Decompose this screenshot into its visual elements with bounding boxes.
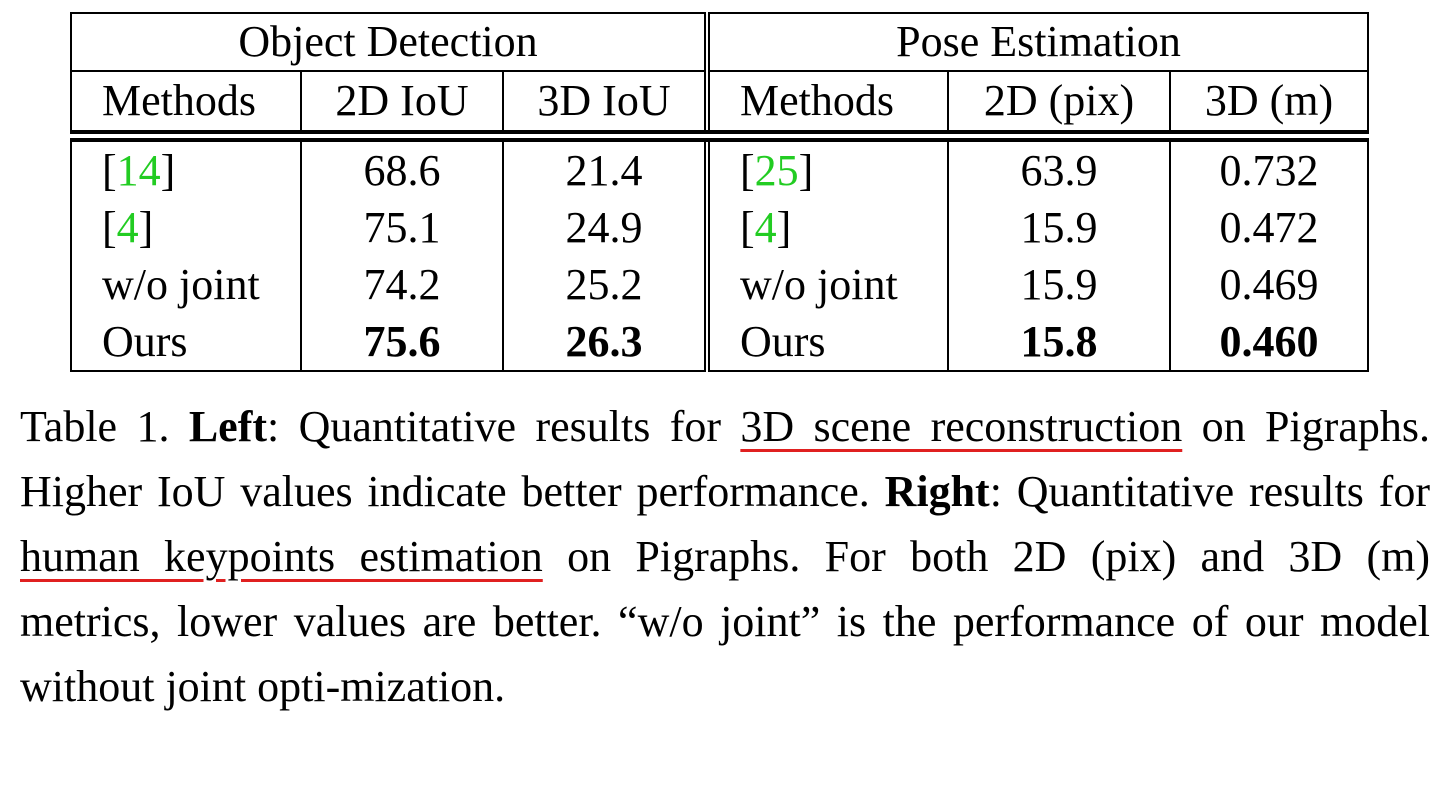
col-header-pe-2d-pix: 2D (pix) [948, 71, 1171, 142]
caption-text: : Quantitative results for [267, 402, 741, 451]
group-header-pose-estimation: Pose Estimation [707, 12, 1370, 72]
cell-od-2d-iou: 68.6 [301, 136, 504, 199]
table-row: w/o joint 74.2 25.2 w/o joint 15.9 0.469 [70, 256, 1370, 313]
results-table: Object Detection Pose Estimation Methods… [70, 12, 1370, 372]
cell-pe-3d-m: 0.469 [1170, 256, 1370, 313]
highlight-underline-scene-reconstruction: 3D scene reconstruction [740, 402, 1183, 451]
results-table-container: Object Detection Pose Estimation Methods… [70, 12, 1370, 372]
cell-od-3d-iou: 21.4 [503, 136, 710, 199]
row-od-method: Ours [70, 313, 302, 372]
cell-pe-2d-pix: 63.9 [948, 136, 1171, 199]
caption-text: on Pigraphs. For both 2D (pix) and 3D (m… [20, 532, 1430, 711]
caption-right-label: Right [884, 467, 990, 516]
cell-pe-3d-m-best: 0.460 [1170, 313, 1370, 372]
cell-pe-3d-m: 0.732 [1170, 136, 1370, 199]
col-header-od-3d-iou: 3D IoU [503, 71, 710, 142]
citation-link[interactable]: 14 [116, 145, 161, 195]
row-pe-method: Ours [707, 313, 949, 372]
col-header-pe-methods: Methods [707, 71, 949, 142]
col-header-pe-3d-m: 3D (m) [1170, 71, 1370, 142]
table-row: [14] 68.6 21.4 [25] 63.9 0.732 [70, 136, 1370, 199]
row-od-method: w/o joint [70, 256, 302, 313]
caption-label: Table 1. [20, 402, 189, 451]
row-pe-method: [25] [707, 136, 949, 199]
row-pe-method: [4] [707, 199, 949, 256]
cell-od-2d-iou: 75.1 [301, 199, 504, 256]
cell-od-2d-iou-best: 75.6 [301, 313, 504, 372]
citation-link[interactable]: 25 [754, 145, 799, 195]
citation-link[interactable]: 4 [754, 202, 777, 252]
highlight-underline-keypoints-estimation: human keypoints estimation [20, 532, 543, 581]
table-row: [4] 75.1 24.9 [4] 15.9 0.472 [70, 199, 1370, 256]
col-header-od-2d-iou: 2D IoU [301, 71, 504, 142]
col-header-od-methods: Methods [70, 71, 302, 142]
cell-pe-2d-pix-best: 15.8 [948, 313, 1171, 372]
cell-pe-3d-m: 0.472 [1170, 199, 1370, 256]
row-pe-method: w/o joint [707, 256, 949, 313]
caption-text: on Pigraphs. Higher IoU values indicate … [20, 402, 1430, 516]
table-row: Ours 75.6 26.3 Ours 15.8 0.460 [70, 313, 1370, 372]
row-od-method: [4] [70, 199, 302, 256]
table-caption: Table 1. Left: Quantitative results for … [20, 394, 1430, 719]
cell-pe-2d-pix: 15.9 [948, 199, 1171, 256]
citation-link[interactable]: 4 [116, 202, 139, 252]
caption-left-label: Left [188, 402, 268, 451]
cell-pe-2d-pix: 15.9 [948, 256, 1171, 313]
cell-od-3d-iou: 25.2 [503, 256, 710, 313]
group-header-object-detection: Object Detection [70, 12, 710, 72]
row-od-method: [14] [70, 136, 302, 199]
cell-od-3d-iou: 24.9 [503, 199, 710, 256]
caption-text: : Quantitative results for [989, 467, 1430, 516]
cell-od-3d-iou-best: 26.3 [503, 313, 710, 372]
cell-od-2d-iou: 74.2 [301, 256, 504, 313]
